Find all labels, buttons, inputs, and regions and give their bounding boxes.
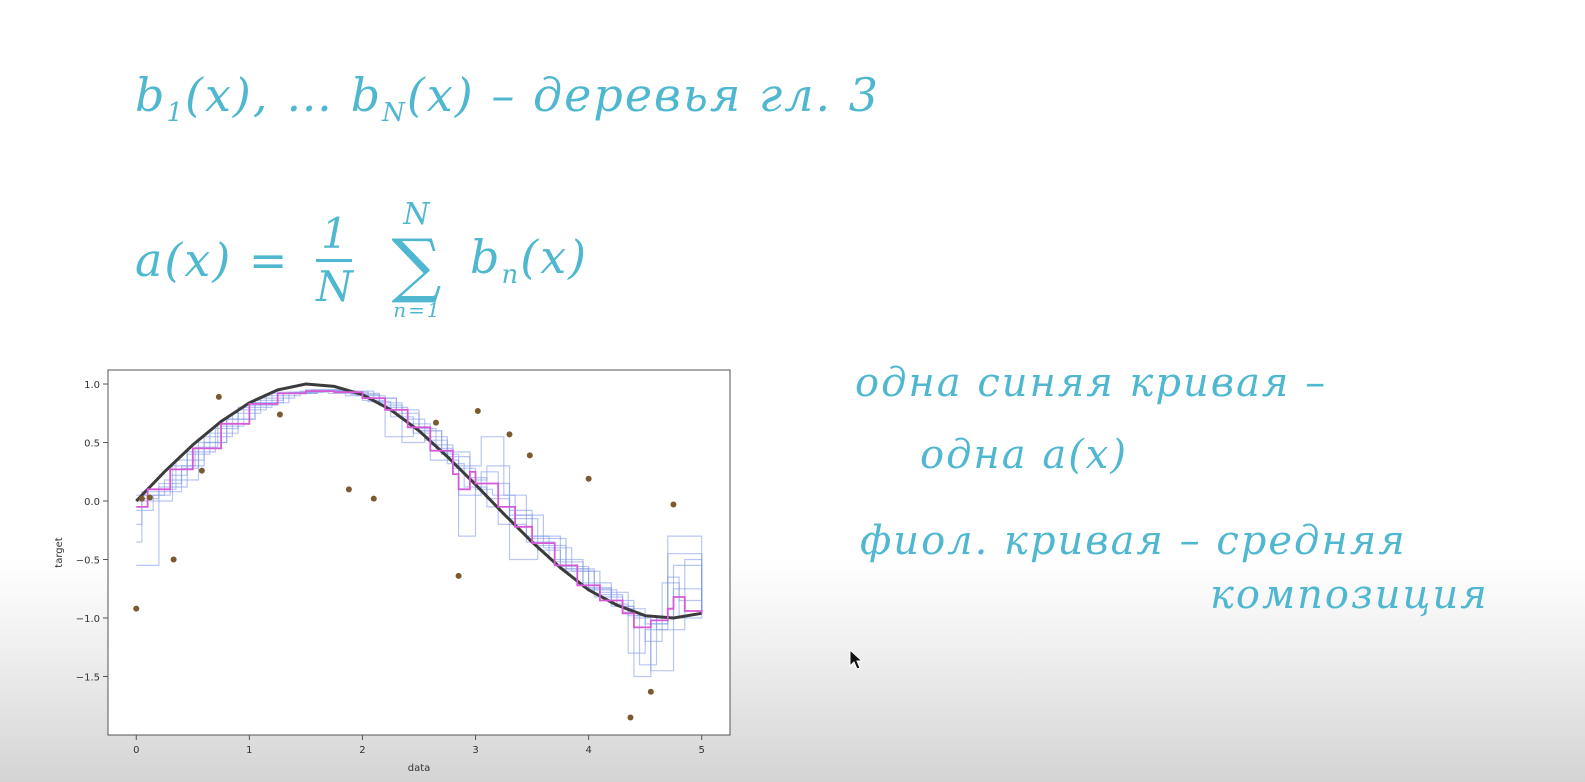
x-tick-label: 0 [133, 745, 139, 756]
summation: N ∑ n=1 [391, 197, 444, 322]
data-point [455, 572, 462, 579]
annotation-one-model: одна a(x) [920, 432, 1128, 478]
x-tick-label: 1 [246, 745, 252, 756]
data-point [198, 467, 205, 474]
x-tick-label: 3 [472, 745, 478, 756]
data-point [138, 495, 145, 502]
fraction-denominator: N [316, 261, 355, 311]
ensemble-chart: 0 1 2 3 4 5 1.0 0.5 0.0 −0.5 −1.0 −1.5 data target [54, 369, 731, 772]
x-tick-label: 2 [359, 745, 365, 756]
data-point [146, 494, 153, 501]
formula-b1-subscript: 1 [166, 98, 185, 128]
formula-bn-argument: (x) [406, 68, 475, 122]
data-point [276, 411, 283, 418]
data-point [627, 714, 634, 721]
y-axis-label: target [54, 537, 65, 567]
formula-trees-caption: деревья гл. 3 [533, 68, 881, 122]
data-point [215, 393, 222, 400]
formula-term-b: b [470, 230, 502, 284]
fraction-numerator: 1 [321, 208, 350, 258]
data-point [474, 407, 481, 414]
fraction-bar [316, 258, 353, 262]
y-tick-label: 1.0 [84, 380, 100, 391]
y-tick-label: −0.5 [76, 556, 100, 567]
x-tick-label: 4 [585, 745, 591, 756]
mean-composition-curve [136, 390, 703, 629]
y-tick-label: −1.5 [76, 673, 100, 684]
data-point [432, 419, 439, 426]
annotation-purple-curve: фиол. кривая – средняя [860, 518, 1407, 564]
y-tick-label: 0.5 [84, 439, 100, 450]
formula-dash: – [474, 68, 534, 122]
formula-bn: b [350, 68, 383, 122]
formula-lhs: a(x) = [135, 233, 290, 287]
formula-term-argument: (x) [520, 230, 589, 284]
mouse-pointer-icon [849, 649, 864, 670]
data-point [133, 605, 140, 612]
formula-average: a(x) = 1 N N ∑ n=1 bn(x) [135, 197, 589, 322]
data-point [585, 475, 592, 482]
formula-b1: b [135, 68, 167, 122]
formula-trees: b1(x), … bN(x) – деревья гл. 3 [135, 68, 880, 128]
summation-lower-limit: n=1 [393, 298, 442, 322]
summation-upper-limit: N [403, 197, 432, 232]
summation-sign: ∑ [391, 224, 444, 306]
formula-bn-subscript: N [382, 98, 407, 128]
data-point [506, 431, 513, 438]
y-tick-label: −1.0 [76, 614, 100, 625]
x-axis-label: data [408, 763, 431, 772]
data-point [647, 688, 654, 695]
data-point [526, 452, 533, 459]
annotation-composition: композиция [1210, 572, 1489, 618]
formula-b1-argument: (x), … [185, 68, 335, 122]
y-tick-label: 0.0 [84, 497, 100, 508]
data-point [670, 501, 677, 508]
formula-fraction: 1 N [316, 208, 355, 311]
data-point [170, 556, 177, 563]
annotation-blue-curve: одна синяя кривая – [855, 360, 1328, 406]
formula-term-subscript: n [501, 260, 521, 290]
x-tick-label: 5 [699, 745, 705, 756]
data-point [345, 486, 352, 493]
data-point [370, 495, 377, 502]
